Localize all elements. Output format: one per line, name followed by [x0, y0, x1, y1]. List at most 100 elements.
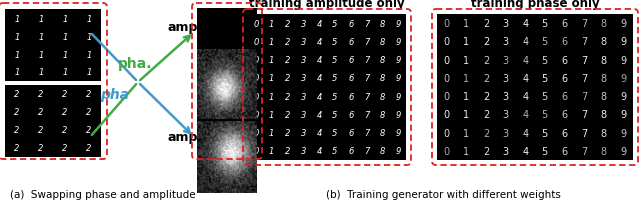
Text: 4: 4: [522, 37, 528, 47]
Text: 1: 1: [269, 92, 275, 101]
Text: 0: 0: [444, 55, 450, 65]
Text: 4: 4: [316, 56, 322, 65]
Text: 4: 4: [316, 110, 322, 119]
Text: 9: 9: [396, 92, 401, 101]
Text: 8: 8: [380, 92, 385, 101]
Text: 5: 5: [332, 20, 337, 28]
Text: 2: 2: [14, 108, 20, 117]
Text: 9: 9: [396, 74, 401, 83]
Text: 2: 2: [483, 37, 489, 47]
Text: 9: 9: [620, 74, 627, 83]
Text: training amplitude only: training amplitude only: [249, 0, 405, 10]
Text: 5: 5: [541, 74, 548, 83]
Text: 2: 2: [483, 92, 489, 102]
Text: 7: 7: [581, 110, 587, 120]
Text: 6: 6: [561, 146, 568, 156]
Text: 8: 8: [600, 55, 607, 65]
Text: 1: 1: [463, 128, 470, 138]
Text: 1: 1: [86, 14, 92, 23]
Text: 4: 4: [522, 92, 528, 102]
Text: 4: 4: [522, 146, 528, 156]
Text: 6: 6: [348, 38, 353, 47]
Text: 2: 2: [483, 110, 489, 120]
Text: 1: 1: [463, 74, 470, 83]
Text: 4: 4: [316, 74, 322, 83]
Text: 8: 8: [600, 146, 607, 156]
Text: 6: 6: [561, 128, 568, 138]
Text: 8: 8: [600, 74, 607, 83]
Text: amp.: amp.: [168, 131, 203, 144]
Text: 6: 6: [348, 74, 353, 83]
Text: 5: 5: [541, 92, 548, 102]
Text: 6: 6: [561, 37, 568, 47]
Text: 8: 8: [380, 56, 385, 65]
Text: 1: 1: [269, 56, 275, 65]
Text: 9: 9: [620, 110, 627, 120]
Text: 0: 0: [444, 92, 450, 102]
Text: 8: 8: [380, 20, 385, 28]
Text: 1: 1: [269, 20, 275, 28]
Text: 4: 4: [316, 38, 322, 47]
Text: 6: 6: [561, 92, 568, 102]
Text: 5: 5: [541, 19, 548, 29]
Text: 7: 7: [364, 128, 369, 137]
Text: 9: 9: [396, 147, 401, 156]
Text: 7: 7: [364, 38, 369, 47]
Text: 7: 7: [364, 147, 369, 156]
Text: 0: 0: [253, 38, 259, 47]
Text: 5: 5: [332, 92, 337, 101]
Text: 1: 1: [463, 146, 470, 156]
Text: 2: 2: [86, 108, 92, 117]
Text: 3: 3: [502, 146, 509, 156]
Text: 0: 0: [444, 19, 450, 29]
Text: 0: 0: [253, 56, 259, 65]
Text: 8: 8: [600, 128, 607, 138]
Text: 1: 1: [14, 50, 20, 59]
Text: 4: 4: [316, 20, 322, 28]
Text: 5: 5: [541, 110, 548, 120]
Text: 9: 9: [396, 128, 401, 137]
Text: 6: 6: [348, 20, 353, 28]
Text: 3: 3: [301, 38, 306, 47]
Text: 3: 3: [301, 74, 306, 83]
Text: 0: 0: [253, 110, 259, 119]
Text: 3: 3: [301, 147, 306, 156]
Text: pha.: pha.: [118, 57, 152, 71]
Text: 3: 3: [502, 92, 509, 102]
Text: 9: 9: [396, 38, 401, 47]
Text: 7: 7: [581, 128, 587, 138]
Text: 1: 1: [463, 110, 470, 120]
Text: 4: 4: [522, 55, 528, 65]
Text: 8: 8: [380, 38, 385, 47]
Text: 0: 0: [444, 146, 450, 156]
Text: 1: 1: [86, 50, 92, 59]
Text: 1: 1: [62, 68, 68, 77]
Text: 7: 7: [581, 74, 587, 83]
Text: 5: 5: [332, 110, 337, 119]
Text: 2: 2: [285, 147, 290, 156]
Text: 1: 1: [463, 92, 470, 102]
Text: 2: 2: [483, 128, 489, 138]
Text: 2: 2: [62, 108, 68, 117]
Text: 2: 2: [285, 56, 290, 65]
Text: 5: 5: [541, 37, 548, 47]
Bar: [5, 86, 101, 157]
Text: 5: 5: [332, 128, 337, 137]
Text: 5: 5: [332, 147, 337, 156]
Text: 2: 2: [62, 90, 68, 99]
Text: 2: 2: [14, 126, 20, 135]
Text: (a)  Swapping phase and amplitude: (a) Swapping phase and amplitude: [10, 189, 196, 199]
Text: 6: 6: [561, 19, 568, 29]
Text: 3: 3: [301, 128, 306, 137]
Text: 0: 0: [444, 110, 450, 120]
Text: 0: 0: [444, 74, 450, 83]
Text: 5: 5: [332, 74, 337, 83]
Text: 7: 7: [364, 20, 369, 28]
Text: 3: 3: [301, 56, 306, 65]
Text: 7: 7: [581, 37, 587, 47]
Text: (b)  Training generator with different weights: (b) Training generator with different we…: [326, 189, 561, 199]
Text: 9: 9: [620, 146, 627, 156]
Text: 8: 8: [600, 19, 607, 29]
Text: 3: 3: [301, 20, 306, 28]
Text: 1: 1: [38, 68, 44, 77]
